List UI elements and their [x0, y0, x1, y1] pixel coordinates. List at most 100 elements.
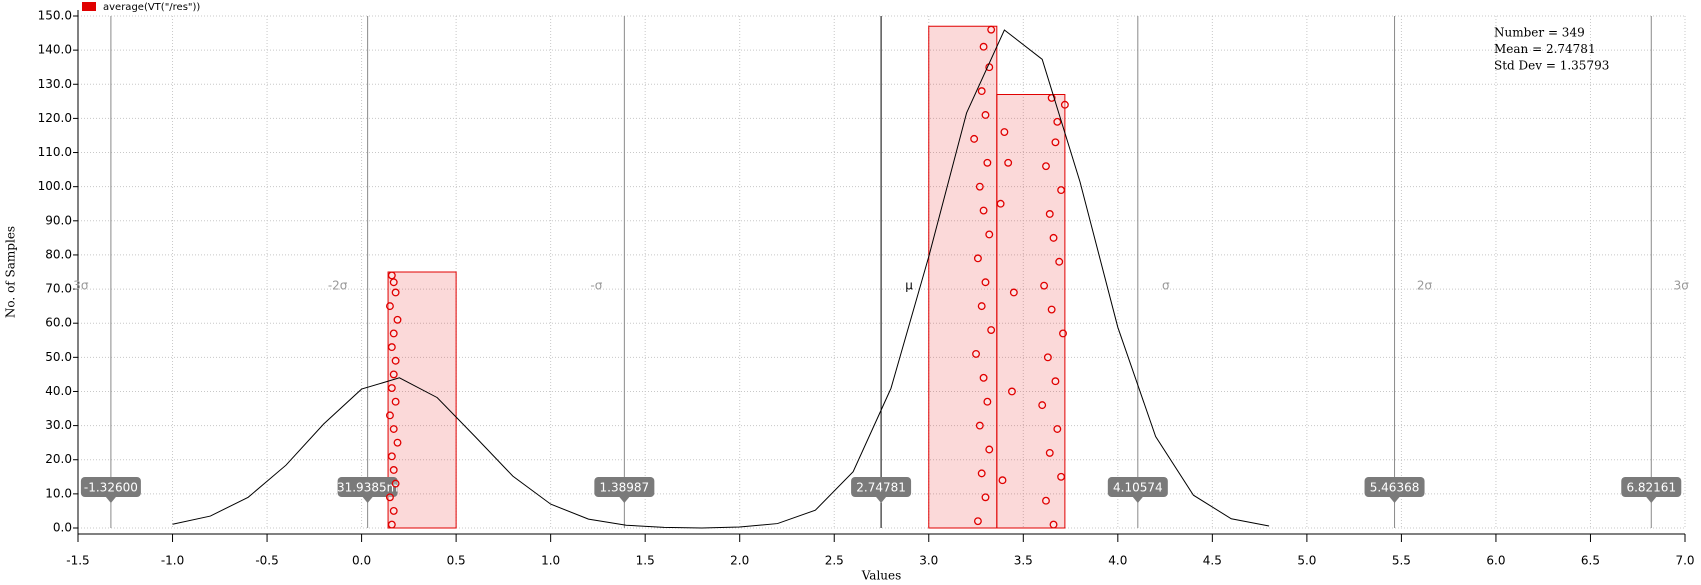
sigma-value: 2.74781 — [856, 481, 906, 495]
scatter-point — [981, 278, 990, 287]
scatter-point — [987, 25, 996, 34]
scatter-point — [391, 356, 400, 365]
sigma-value: 6.82161 — [1626, 481, 1676, 495]
scatter-point — [387, 384, 396, 393]
y-tick-label: 100.0 — [38, 179, 72, 193]
scatter-point — [389, 425, 398, 433]
scatter-point — [1040, 281, 1049, 290]
sigma-name: -2σ — [328, 279, 348, 293]
scatter-point — [387, 271, 396, 280]
y-tick-label: 120.0 — [38, 111, 72, 125]
x-axis-title: Values — [861, 569, 902, 583]
callout-pointer — [1389, 497, 1400, 503]
sigma-value: 31.9385m — [337, 481, 398, 495]
scatter-point — [1059, 329, 1067, 338]
fit-curve — [172, 29, 1270, 529]
y-tick-label: 0.0 — [53, 521, 72, 535]
stat-text: Mean = 2.74781 — [1494, 42, 1596, 56]
scatter-point — [973, 254, 982, 263]
y-tick-label: 80.0 — [45, 247, 72, 261]
scatter-point — [1043, 353, 1052, 362]
scatter-point — [1049, 520, 1058, 529]
histogram-bar — [387, 271, 457, 529]
sigma-name: 3σ — [73, 279, 89, 293]
sigma-name: 2σ — [1417, 279, 1433, 293]
scatter-point — [1008, 387, 1016, 396]
x-tick-label: 4.0 — [1108, 554, 1127, 568]
scatter-point — [387, 452, 396, 461]
scatter-point — [975, 182, 984, 191]
callout-pointer — [619, 497, 630, 503]
scatter-point — [1000, 128, 1009, 137]
scatter-point — [983, 158, 992, 167]
scatter-point — [1009, 288, 1018, 297]
sigma-callout: 6.82161 — [1621, 477, 1682, 503]
sigma-name: 3σ — [1674, 279, 1690, 293]
scatter-point — [385, 302, 394, 311]
callout-pointer — [876, 497, 887, 503]
callout-box — [1107, 477, 1168, 497]
scatter-point — [1051, 377, 1060, 386]
scatter-point — [1049, 233, 1058, 242]
legend-label: average(VT("/res")) — [103, 2, 200, 13]
y-axis-title: No. of Samples — [4, 226, 18, 318]
x-tick-label: 5.0 — [1297, 554, 1316, 568]
scatter-point — [981, 493, 990, 502]
x-tick-label: 2.0 — [730, 554, 749, 568]
scatter-point — [985, 445, 994, 454]
scatter-point — [1060, 100, 1069, 109]
callout-pointer — [362, 497, 373, 503]
x-tick-label: 3.5 — [1014, 554, 1033, 568]
y-tick-label: 60.0 — [45, 316, 72, 330]
stat-text: Std Dev = 1.35793 — [1494, 59, 1609, 73]
y-tick-label: 40.0 — [45, 384, 72, 398]
scatter-point — [393, 438, 402, 447]
y-tick-label: 130.0 — [38, 77, 72, 91]
sigma-value: 5.46368 — [1370, 481, 1420, 495]
callout-box — [337, 477, 398, 497]
x-tick-label: 7.0 — [1675, 554, 1694, 568]
scatter-point — [389, 370, 398, 379]
x-tick-label: 6.5 — [1581, 554, 1600, 568]
scatter-point — [389, 466, 398, 474]
scatter-point — [1057, 472, 1066, 481]
callout-box — [80, 477, 141, 497]
scatter-point — [389, 506, 398, 515]
x-tick-label: 1.0 — [541, 554, 560, 568]
x-tick-label: -1.5 — [66, 554, 89, 568]
sigma-name: -σ — [590, 279, 602, 293]
scatter-point — [979, 373, 988, 382]
scatter-point — [1045, 448, 1054, 457]
sigma-callout: 1.38987 — [594, 477, 655, 503]
scatter-point — [1045, 210, 1054, 218]
x-tick-label: 4.5 — [1203, 554, 1222, 568]
scatter-point — [389, 278, 398, 287]
legend-swatch — [82, 2, 96, 11]
scatter-point — [1042, 496, 1050, 505]
x-tick-label: 3.0 — [919, 554, 938, 568]
scatter-point — [996, 199, 1005, 208]
callout-pointer — [1646, 497, 1657, 503]
x-tick-label: 2.5 — [825, 554, 844, 568]
scatter-point — [1042, 162, 1050, 171]
scatter-point — [985, 230, 994, 239]
y-tick-label: 10.0 — [45, 486, 72, 500]
sigma-name: σ — [1162, 279, 1170, 293]
scatter-point — [393, 315, 402, 324]
callout-pointer — [105, 497, 116, 503]
scatter-point — [1057, 186, 1066, 195]
scatter-point — [1038, 401, 1047, 410]
x-tick-label: 5.5 — [1392, 554, 1411, 568]
histogram-bar — [928, 25, 998, 529]
callout-box — [594, 477, 655, 497]
scatter-point — [385, 411, 394, 420]
scatter-point — [389, 329, 398, 338]
scatter-point — [998, 476, 1007, 485]
histogram-bar — [996, 94, 1066, 529]
scatter-point — [387, 343, 396, 352]
scatter-point — [1053, 425, 1062, 433]
scatter-point — [391, 479, 400, 488]
sigma-callout: 31.9385m — [337, 477, 398, 503]
x-tick-label: 6.0 — [1486, 554, 1505, 568]
